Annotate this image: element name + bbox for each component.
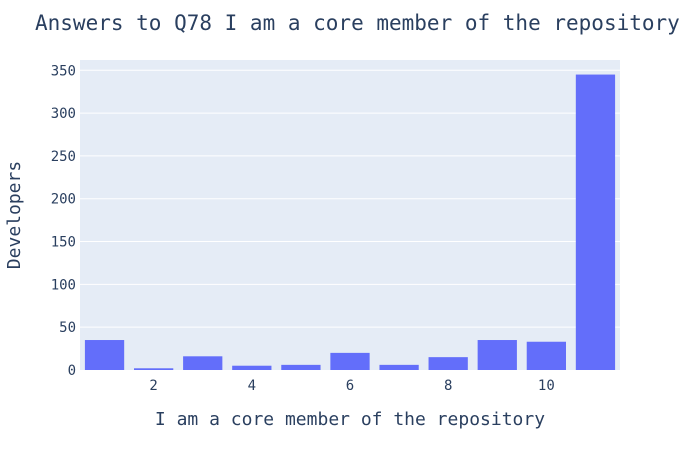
bar-7	[379, 364, 419, 370]
y-tick-label: 150	[51, 235, 76, 251]
bar-4	[232, 365, 272, 370]
x-tick-label: 2	[149, 378, 157, 394]
bar-8	[428, 357, 468, 370]
bars	[84, 74, 616, 370]
plot-area	[80, 60, 620, 370]
bar-3	[183, 356, 223, 370]
x-tick-label: 10	[538, 378, 555, 394]
y-tick-label: 300	[51, 106, 76, 122]
y-tick-label: 50	[59, 320, 76, 336]
x-tick-label: 6	[346, 378, 354, 394]
y-tick-label: 200	[51, 192, 76, 208]
bar-5	[281, 364, 321, 370]
x-tick-label: 8	[444, 378, 452, 394]
y-tick-label: 100	[51, 277, 76, 293]
y-axis-ticks: 0 50 100 150 200 250 300 350	[51, 63, 76, 379]
gridlines	[80, 69, 620, 328]
y-axis-title: Developers	[4, 161, 25, 269]
bar-11	[575, 74, 616, 370]
chart-title: Answers to Q78 I am a core member of the…	[35, 11, 680, 35]
y-tick-label: 0	[68, 363, 76, 379]
x-axis-ticks: 2 4 6 8 10	[149, 378, 554, 394]
y-tick-label: 250	[51, 149, 76, 165]
bar-2	[134, 368, 174, 370]
bar-6	[330, 352, 370, 370]
bar-9	[477, 340, 517, 370]
bar-1	[84, 340, 125, 370]
y-tick-label: 350	[51, 63, 76, 79]
x-tick-label: 4	[248, 378, 256, 394]
bar-10	[526, 341, 566, 370]
x-axis-title: I am a core member of the repository	[155, 409, 545, 430]
